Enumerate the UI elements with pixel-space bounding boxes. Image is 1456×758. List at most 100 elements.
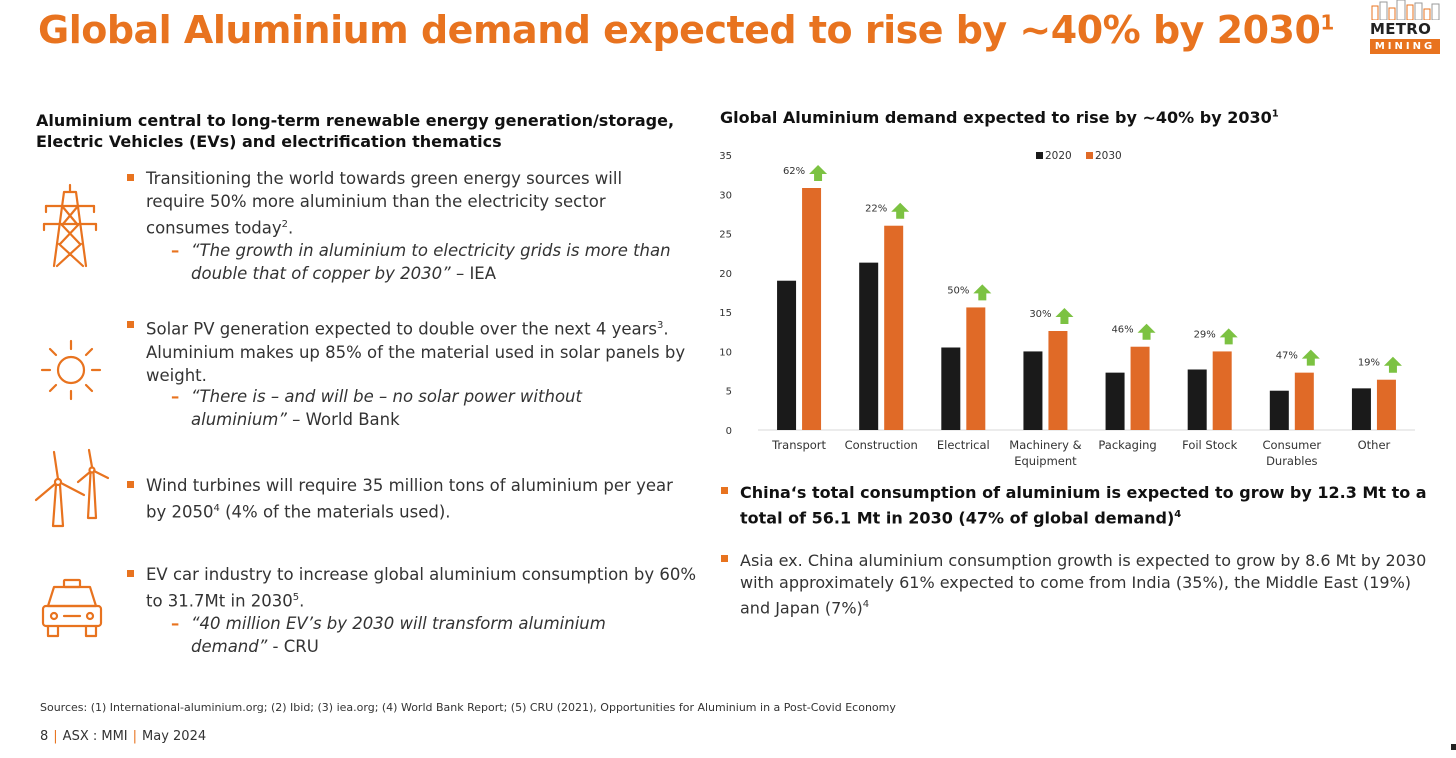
footer-date: May 2024 [142,729,207,744]
bar-2030 [1130,346,1150,430]
growth-label: 47% [1276,351,1298,362]
growth-arrow-icon [1301,349,1320,366]
footnote-ref: 4 [1174,509,1182,520]
x-tick-label: Durables [1266,454,1317,468]
bullet-text: Transitioning the world towards green en… [146,169,623,238]
quote-source: – World Bank [286,410,400,429]
footer-separator: | [132,729,138,744]
page-number: 8 [40,729,49,744]
y-tick-label: 10 [720,347,732,358]
y-tick-label: 20 [720,269,732,280]
bullet-text: EV car industry to increase global alumi… [146,565,697,611]
wind-turbine-icon [34,448,110,528]
x-tick-label: Consumer [1262,438,1321,452]
y-tick-label: 0 [726,426,732,437]
sources-note: Sources: (1) International-aluminium.org… [40,701,896,714]
slide-title-footnote: 1 [1320,10,1334,35]
legend-label: 2020 [1045,150,1072,162]
demand-bar-chart: 0 5 10 15 20 25 30 35 62% Transport 22% Constructio… [720,150,1415,468]
quote-cru: – “40 million EV’s by 2030 will transform… [171,612,661,658]
bar-2020 [1023,351,1043,430]
logo-text-mining: MINING [1370,39,1440,54]
bar-2020 [1351,388,1371,430]
x-tick-label: Other [1358,438,1391,452]
quote-world-bank: – “There is – and will be – no solar powe… [171,385,631,431]
bar-2020 [859,262,879,430]
quote-text: “There is – and will be – no solar power… [191,387,582,429]
logo-text-metro: METRO [1370,20,1432,38]
footnote-ref: 1 [1271,108,1279,120]
growth-arrow-icon [809,165,828,181]
bullet-text: China‘s total consumption of aluminium i… [740,483,1427,528]
y-tick-label: 15 [720,308,732,319]
growth-arrow-icon [973,284,992,301]
growth-label: 50% [947,285,969,296]
growth-arrow-icon [1055,308,1074,324]
dash-marker: – [171,614,180,633]
corner-mark [1451,744,1456,750]
y-tick-label: 25 [720,230,732,241]
bar-2020 [1269,390,1289,430]
bullet-marker [721,487,728,494]
page-footer: 8 | ASX : MMI | May 2024 [40,729,206,744]
quote-source: – IEA [450,264,497,283]
bullet-marker [127,321,134,328]
bar-2030 [1294,372,1314,430]
legend-swatch [1086,152,1093,159]
growth-label: 29% [1194,329,1216,340]
x-tick-label: Electrical [937,438,990,452]
bullet-marker [127,570,134,577]
bullet-text: Wind turbines will require 35 million to… [146,476,673,522]
bar-2020 [1187,369,1207,430]
bar-2030 [1048,331,1068,430]
quote-text: “40 million EV’s by 2030 will transform … [191,614,606,656]
growth-label: 19% [1358,358,1380,369]
slide-title-text: Global Aluminium demand expected to rise… [38,8,1321,52]
slide-title: Global Aluminium demand expected to rise… [38,8,1334,52]
footnote-ref: 4 [862,599,870,610]
footnote-ref: 4 [213,503,220,514]
bullet-text-end: (4% of the materials used). [219,502,451,522]
car-icon [41,578,103,638]
growth-arrow-icon [1219,328,1238,345]
chart-heading: Global Aluminium demand expected to rise… [720,108,1279,127]
bullet-marker [127,174,134,181]
dash-marker: – [171,387,180,406]
bullet-asia: Asia ex. China aluminium consumption gro… [721,550,1430,619]
bullet-marker [127,481,134,488]
growth-label: 22% [865,204,887,215]
footnote-ref: 3 [657,320,664,331]
bullet-text: Solar PV generation expected to double o… [146,319,658,339]
bar-2020 [941,347,961,430]
bullet-text: Asia ex. China aluminium consumption gro… [740,551,1427,618]
y-tick-label: 35 [720,151,732,162]
bullet-ev: EV car industry to increase global alumi… [127,563,701,613]
bar-2030 [1376,379,1396,430]
chart-heading-text: Global Aluminium demand expected to rise… [720,108,1272,127]
bullet-china: China‘s total consumption of aluminium i… [721,482,1430,529]
bar-2020 [777,280,797,430]
bullet-text-end: . [288,218,294,238]
growth-arrow-icon [1137,323,1156,340]
quote-text: “The growth in aluminium to electricity … [191,241,671,283]
growth-label: 30% [1029,309,1051,320]
bullet-text-end: . [299,591,305,611]
x-tick-label: Transport [771,438,826,452]
company-logo: METRO MINING [1368,0,1446,58]
x-tick-label: Packaging [1098,438,1156,452]
power-pylon-icon [42,183,98,268]
ticker-text: ASX : MMI [62,729,128,744]
bullet-wind: Wind turbines will require 35 million to… [127,474,676,524]
legend-swatch [1036,152,1043,159]
bar-2030 [802,188,822,430]
bar-2030 [884,225,904,430]
bar-2030 [966,307,986,430]
x-tick-label: Machinery & [1009,438,1081,452]
legend-label: 2030 [1095,150,1122,162]
bar-2030 [1212,351,1232,430]
quote-iea: – “The growth in aluminium to electricity… [171,239,701,285]
x-tick-label: Foil Stock [1182,438,1237,452]
bullet-marker [721,555,728,562]
left-heading: Aluminium central to long-term renewable… [36,111,675,151]
quote-source: - CRU [267,637,319,656]
